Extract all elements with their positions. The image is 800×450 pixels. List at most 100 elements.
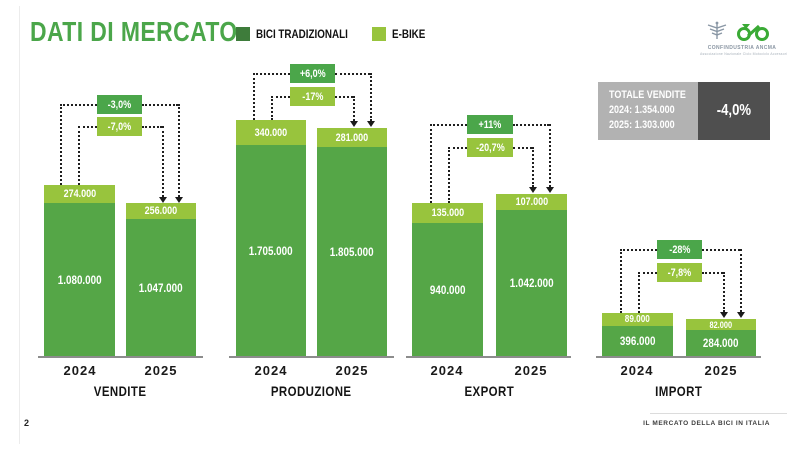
legend-label-ebike: E-BIKE — [392, 27, 426, 41]
segment-tradizionali: 940.000 — [412, 223, 483, 356]
x-tick-2025: 2025 — [704, 363, 738, 378]
connector — [549, 124, 551, 187]
delta-ebike-badge: -7,8% — [657, 263, 702, 282]
bar-import-2025: 82.000 284.000 — [686, 319, 756, 356]
summary-delta: -4,0% — [716, 102, 752, 119]
logo-subtext: Associazione Nazionale Ciclo Motociclo A… — [700, 52, 788, 56]
summary-title: TOTALE VENDITE — [609, 89, 686, 101]
arrow-down-icon — [546, 187, 554, 193]
connector — [620, 249, 622, 313]
connector — [513, 124, 549, 126]
connector — [142, 104, 178, 106]
group-title: PRODUZIONE — [270, 383, 352, 399]
connector — [271, 96, 290, 98]
axis-baseline — [229, 356, 394, 358]
summary-delta-box: -4,0% — [698, 82, 770, 140]
delta-tradizionali-badge: -28% — [657, 240, 702, 259]
connector — [638, 272, 657, 274]
axis-baseline — [406, 356, 571, 358]
segment-ebike: 340.000 — [236, 120, 306, 145]
flag-glyph — [742, 24, 750, 29]
arrow-down-icon — [720, 312, 728, 318]
connector — [638, 272, 640, 313]
arrow-down-icon — [350, 121, 358, 127]
connector — [430, 124, 432, 203]
connector — [178, 104, 180, 197]
arrow-down-icon — [159, 197, 167, 203]
delta-tradizionali-badge: +6,0% — [290, 64, 335, 83]
ancma-bike-icon — [737, 24, 769, 41]
segment-ebike: 281.000 — [317, 128, 387, 147]
connector — [430, 124, 467, 126]
delta-tradizionali-badge: +11% — [467, 115, 513, 134]
connector — [271, 96, 273, 120]
delta-tradizionali-badge: -3,0% — [97, 95, 142, 114]
delta-ebike-badge: -20,7% — [467, 138, 513, 157]
segment-ebike: 274.000 — [44, 185, 115, 203]
totale-vendite-box: TOTALE VENDITE 2024: 1.354.000 2025: 1.3… — [598, 82, 698, 140]
x-tick-2024: 2024 — [63, 363, 97, 378]
bar-export-2025: 107.000 1.042.000 — [496, 194, 567, 356]
bar-produzione-2024: 340.000 1.705.000 — [236, 120, 306, 356]
legend-label-bici-tradizionali: BICI TRADIZIONALI — [256, 27, 348, 41]
segment-tradizionali: 1.042.000 — [496, 210, 567, 356]
arrow-down-icon — [529, 187, 537, 193]
connector — [60, 104, 97, 106]
segment-tradizionali: 1.080.000 — [44, 203, 115, 356]
axis-baseline — [596, 356, 761, 358]
arrow-down-icon — [367, 121, 375, 127]
x-tick-2024: 2024 — [430, 363, 464, 378]
page-number: 2 — [24, 418, 30, 428]
x-tick-2025: 2025 — [514, 363, 548, 378]
segment-tradizionali: 1.805.000 — [317, 147, 387, 356]
connector — [448, 147, 467, 149]
summary-2024: 2024: 1.354.000 — [609, 104, 675, 116]
bar-vendite-2025: 256.000 1.047.000 — [126, 203, 196, 356]
segment-ebike: 107.000 — [496, 194, 567, 210]
summary-2025: 2025: 1.303.000 — [609, 119, 675, 131]
arrow-down-icon — [175, 197, 183, 203]
group-title: VENDITE — [93, 383, 147, 399]
segment-ebike: 89.000 — [602, 313, 673, 326]
connector — [353, 96, 355, 121]
connector — [78, 126, 97, 128]
x-tick-2024: 2024 — [254, 363, 288, 378]
connector — [60, 104, 62, 185]
x-tick-2025: 2025 — [144, 363, 178, 378]
connector — [370, 73, 372, 121]
connector — [335, 73, 370, 75]
page-title: DATI DI MERCATO — [30, 16, 238, 47]
connector — [532, 147, 534, 187]
bar-export-2024: 135.000 940.000 — [412, 203, 483, 356]
bar-import-2024: 89.000 396.000 — [602, 313, 673, 356]
legend-swatch-ebike — [372, 27, 386, 41]
connector — [740, 249, 742, 312]
segment-tradizionali: 284.000 — [686, 330, 756, 356]
left-edge-divider — [19, 6, 20, 444]
footer-divider — [650, 413, 787, 414]
delta-ebike-badge: -17% — [290, 87, 335, 106]
connector — [162, 126, 164, 197]
connector — [702, 249, 740, 251]
connector — [448, 147, 450, 203]
segment-tradizionali: 396.000 — [602, 326, 673, 356]
logo-block: CONFINDUSTRIA ANCMA Associazione Naziona… — [700, 20, 788, 58]
connector — [723, 272, 725, 312]
axis-baseline — [38, 356, 203, 358]
footer-note: IL MERCATO DELLA BICI IN ITALIA — [643, 420, 770, 427]
connector — [620, 249, 657, 251]
x-tick-2024: 2024 — [620, 363, 654, 378]
connector — [78, 126, 80, 185]
logo-name: CONFINDUSTRIA ANCMA — [707, 45, 777, 51]
x-tick-2025: 2025 — [335, 363, 369, 378]
connector — [253, 73, 255, 120]
arrow-down-icon — [737, 312, 745, 318]
segment-ebike: 135.000 — [412, 203, 483, 223]
bar-vendite-2024: 274.000 1.080.000 — [44, 185, 115, 356]
legend-swatch-bici-tradizionali — [236, 27, 250, 41]
segment-tradizionali: 1.705.000 — [236, 145, 306, 356]
segment-ebike: 82.000 — [686, 319, 756, 330]
delta-ebike-badge: -7,0% — [97, 117, 142, 136]
group-title: EXPORT — [464, 383, 514, 399]
